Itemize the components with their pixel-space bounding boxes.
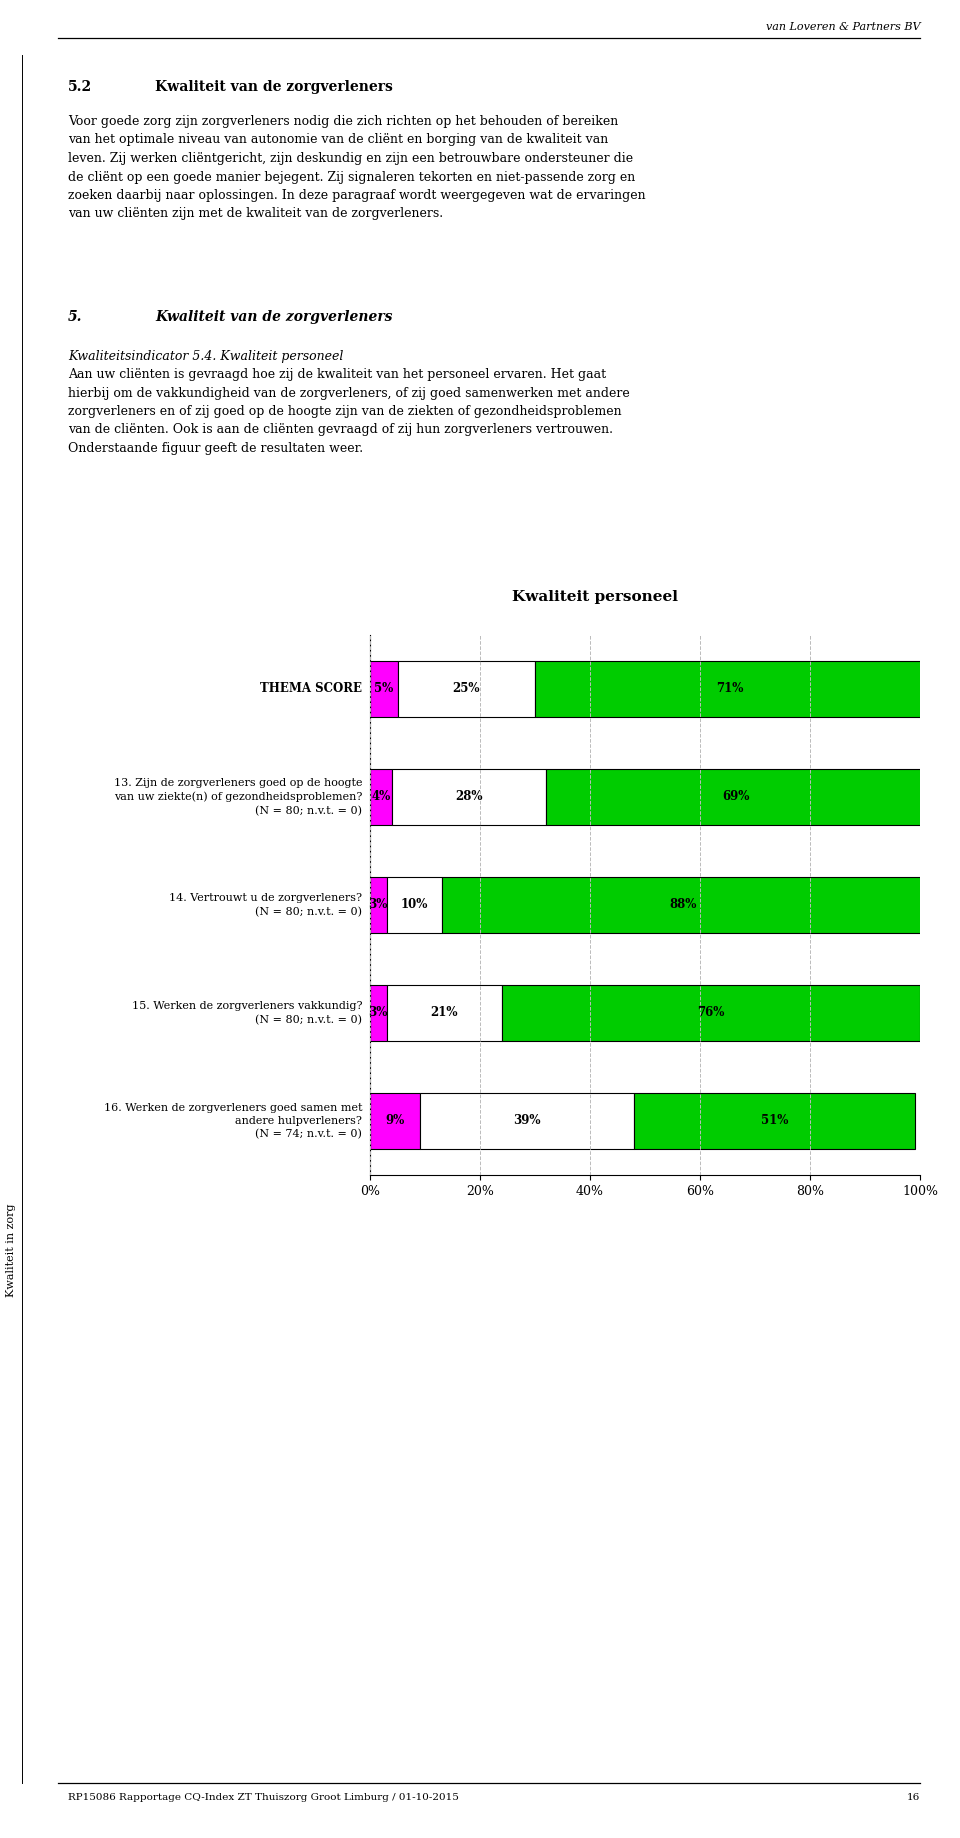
- Bar: [370, 662, 397, 717]
- Text: THEMA SCORE: THEMA SCORE: [260, 682, 362, 695]
- Bar: [370, 877, 387, 934]
- Bar: [387, 877, 442, 934]
- Text: 14. Vertrouwt u de zorgverleners?
(N = 80; n.v.t. = 0): 14. Vertrouwt u de zorgverleners? (N = 8…: [169, 893, 362, 917]
- Bar: [370, 985, 387, 1040]
- Bar: [392, 768, 546, 825]
- Text: 39%: 39%: [513, 1114, 540, 1127]
- Bar: [420, 1094, 634, 1149]
- Text: Kwaliteit personeel: Kwaliteit personeel: [513, 590, 678, 605]
- Text: RP15086 Rapportage CQ-Index ZT Thuiszorg Groot Limburg / 01-10-2015: RP15086 Rapportage CQ-Index ZT Thuiszorg…: [68, 1794, 459, 1801]
- Text: 76%: 76%: [697, 1007, 725, 1020]
- Text: van Loveren & Partners BV: van Loveren & Partners BV: [765, 22, 920, 31]
- Text: 21%: 21%: [430, 1007, 458, 1020]
- Bar: [546, 768, 925, 825]
- Bar: [397, 662, 535, 717]
- Bar: [370, 1094, 420, 1149]
- Text: Voor goede zorg zijn zorgverleners nodig die zich richten op het behouden of ber: Voor goede zorg zijn zorgverleners nodig…: [68, 116, 646, 221]
- Text: Kwaliteit van de zorgverleners: Kwaliteit van de zorgverleners: [155, 311, 393, 323]
- Text: Kwaliteitsindicator 5.4. Kwaliteit personeel: Kwaliteitsindicator 5.4. Kwaliteit perso…: [68, 349, 344, 362]
- Text: 3%: 3%: [369, 899, 388, 912]
- Text: 13. Zijn de zorgverleners goed op de hoogte
van uw ziekte(n) of gezondheidsprobl: 13. Zijn de zorgverleners goed op de hoo…: [113, 777, 362, 816]
- Text: Kwaliteit in zorg: Kwaliteit in zorg: [6, 1204, 16, 1296]
- Text: 25%: 25%: [452, 682, 480, 695]
- Bar: [370, 768, 392, 825]
- Bar: [387, 985, 502, 1040]
- Text: 71%: 71%: [716, 682, 744, 695]
- Text: 10%: 10%: [400, 899, 428, 912]
- Bar: [535, 662, 925, 717]
- Text: 88%: 88%: [670, 899, 697, 912]
- Text: 15. Werken de zorgverleners vakkundig?
(N = 80; n.v.t. = 0): 15. Werken de zorgverleners vakkundig? (…: [132, 1002, 362, 1026]
- Text: 4%: 4%: [372, 790, 391, 803]
- Text: 16. Werken de zorgverleners goed samen met
andere hulpverleners?
(N = 74; n.v.t.: 16. Werken de zorgverleners goed samen m…: [104, 1103, 362, 1140]
- Bar: [442, 877, 925, 934]
- Text: 5.2: 5.2: [68, 81, 92, 94]
- Text: 3%: 3%: [369, 1007, 388, 1020]
- Text: Aan uw cliënten is gevraagd hoe zij de kwaliteit van het personeel ervaren. Het : Aan uw cliënten is gevraagd hoe zij de k…: [68, 368, 630, 456]
- Text: Kwaliteit van de zorgverleners: Kwaliteit van de zorgverleners: [155, 81, 393, 94]
- Text: 16: 16: [907, 1794, 920, 1801]
- Bar: [634, 1094, 915, 1149]
- Text: 69%: 69%: [722, 790, 750, 803]
- Text: 5.: 5.: [68, 311, 83, 323]
- Text: 28%: 28%: [455, 790, 483, 803]
- Text: 51%: 51%: [760, 1114, 788, 1127]
- Text: 9%: 9%: [385, 1114, 404, 1127]
- Bar: [502, 985, 920, 1040]
- Text: 5%: 5%: [374, 682, 394, 695]
